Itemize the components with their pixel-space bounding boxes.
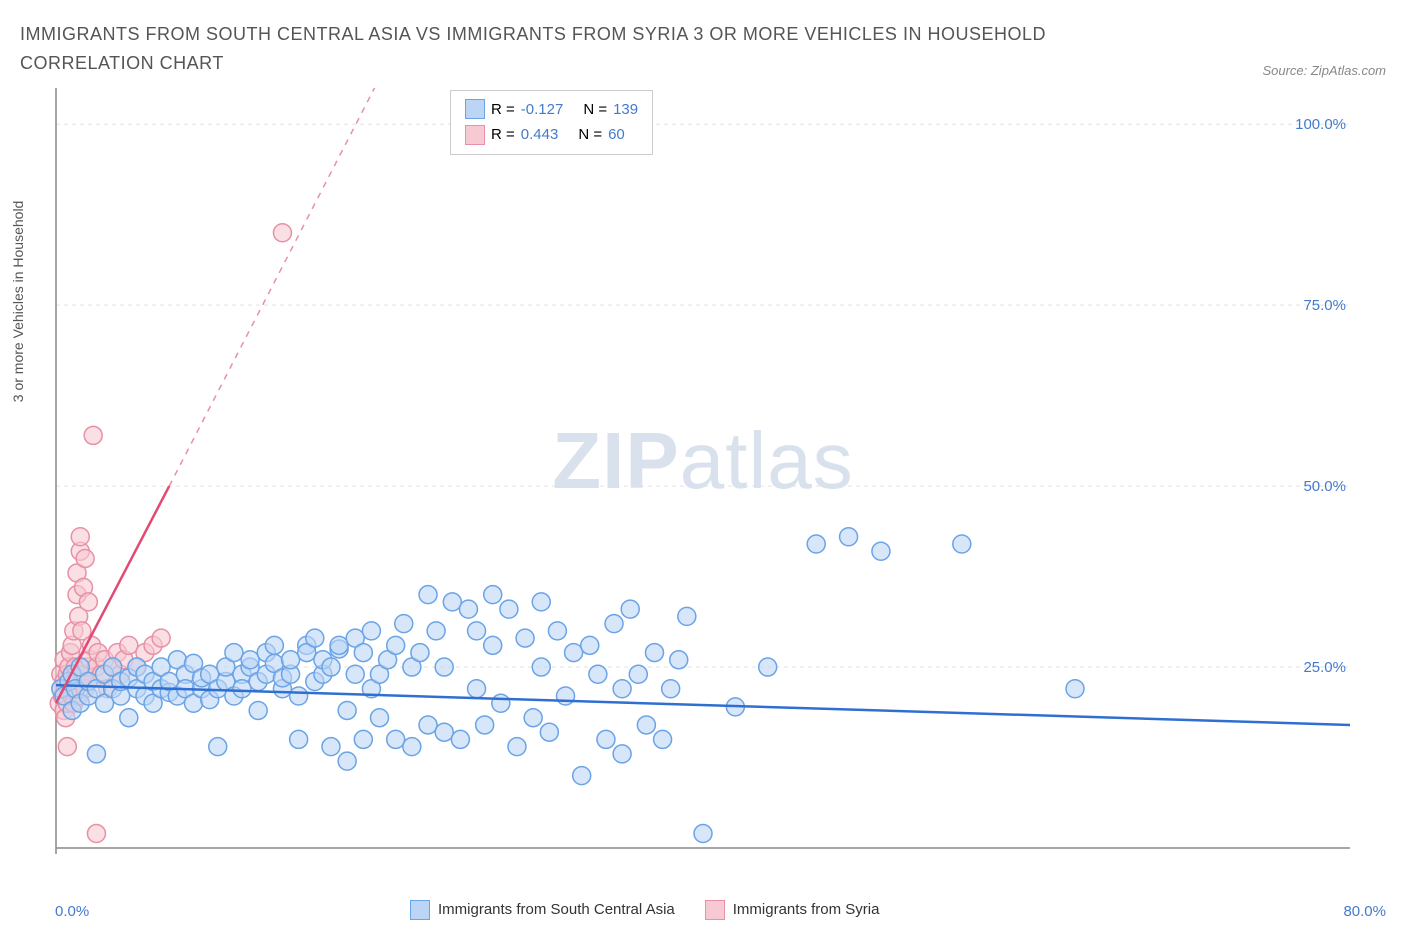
legend-stat-row: R = 0.443 N = 60 (465, 122, 638, 148)
svg-text:25.0%: 25.0% (1303, 659, 1346, 676)
legend-swatch (410, 900, 430, 920)
svg-text:100.0%: 100.0% (1295, 116, 1346, 133)
x-axis-max-label: 80.0% (1343, 903, 1386, 920)
legend-swatch (465, 99, 485, 119)
correlation-legend: R = -0.127 N = 139 R = 0.443 N = 60 (450, 90, 653, 155)
legend-stat-row: R = -0.127 N = 139 (465, 97, 638, 123)
x-axis-min-label: 0.0% (55, 903, 89, 920)
y-axis-label: 3 or more Vehicles in Household (10, 200, 26, 402)
scatter-plot: 25.0% 50.0% 75.0% 100.0% (20, 88, 1350, 878)
legend-series-item: Immigrants from South Central Asia (410, 900, 675, 920)
svg-text:50.0%: 50.0% (1303, 478, 1346, 495)
legend-swatch (465, 125, 485, 145)
series-legend: Immigrants from South Central Asia Immigr… (410, 900, 879, 920)
legend-swatch (705, 900, 725, 920)
chart-container: 3 or more Vehicles in Household ZIPatlas… (20, 88, 1386, 918)
chart-title: IMMIGRANTS FROM SOUTH CENTRAL ASIA VS IM… (20, 20, 1120, 78)
svg-text:75.0%: 75.0% (1303, 297, 1346, 314)
source-attribution: Source: ZipAtlas.com (1262, 63, 1386, 78)
legend-series-item: Immigrants from Syria (705, 900, 880, 920)
